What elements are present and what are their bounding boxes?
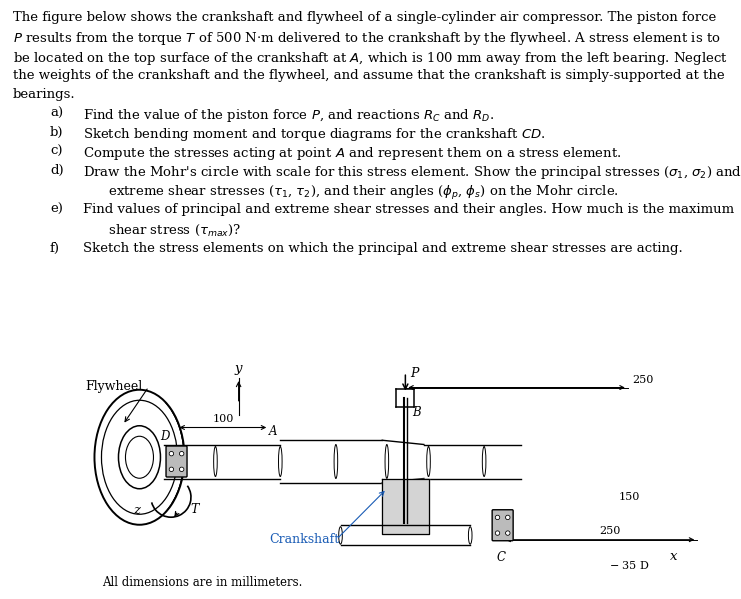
Text: Crankshaft: Crankshaft <box>269 533 339 546</box>
Text: b): b) <box>50 126 64 139</box>
Text: $-$ 35 D: $-$ 35 D <box>609 559 650 571</box>
Text: D: D <box>160 430 169 443</box>
Circle shape <box>506 531 510 535</box>
Text: x: x <box>671 550 678 563</box>
Text: Find the value of the piston force $P$, and reactions $R_C$ and $R_D$.: Find the value of the piston force $P$, … <box>83 107 494 123</box>
Text: the weights of the crankshaft and the flywheel, and assume that the crankshaft i: the weights of the crankshaft and the fl… <box>13 69 725 82</box>
Circle shape <box>180 452 184 456</box>
Text: shear stress ($\tau_{max}$)?: shear stress ($\tau_{max}$)? <box>83 222 242 237</box>
Text: The figure below shows the crankshaft and flywheel of a single-cylinder air comp: The figure below shows the crankshaft an… <box>13 11 717 24</box>
Text: Draw the Mohr's circle with scale for this stress element. Show the principal st: Draw the Mohr's circle with scale for th… <box>83 164 741 181</box>
Text: z: z <box>133 504 140 518</box>
Circle shape <box>170 467 173 471</box>
Polygon shape <box>382 479 428 534</box>
Text: Sketch the stress elements on which the principal and extreme shear stresses are: Sketch the stress elements on which the … <box>83 241 682 255</box>
Circle shape <box>170 453 173 455</box>
Circle shape <box>170 452 173 456</box>
Text: f): f) <box>50 241 60 255</box>
Text: 250: 250 <box>599 526 621 536</box>
Text: 150: 150 <box>619 492 639 502</box>
Text: 250: 250 <box>633 374 654 385</box>
Text: extreme shear stresses ($\tau_1$, $\tau_2$), and their angles ($\phi_p$, $\phi_s: extreme shear stresses ($\tau_1$, $\tau_… <box>83 184 619 202</box>
Text: A: A <box>269 425 277 438</box>
Text: P: P <box>410 367 419 380</box>
Text: B: B <box>412 406 420 419</box>
Circle shape <box>496 516 499 519</box>
Circle shape <box>180 467 184 471</box>
Text: 100: 100 <box>212 413 233 423</box>
Text: Sketch bending moment and torque diagrams for the crankshaft $CD$.: Sketch bending moment and torque diagram… <box>83 126 545 143</box>
Text: T: T <box>191 503 199 516</box>
Circle shape <box>496 531 499 535</box>
Circle shape <box>507 516 509 519</box>
Text: e): e) <box>50 203 63 216</box>
Text: All dimensions are in millimeters.: All dimensions are in millimeters. <box>102 576 303 589</box>
Text: c): c) <box>50 145 62 158</box>
Text: y: y <box>235 362 242 375</box>
Circle shape <box>170 468 173 470</box>
FancyBboxPatch shape <box>492 510 514 541</box>
FancyBboxPatch shape <box>166 446 187 477</box>
Circle shape <box>507 532 509 534</box>
Text: Compute the stresses acting at point $A$ and represent them on a stress element.: Compute the stresses acting at point $A$… <box>83 145 622 162</box>
Circle shape <box>506 516 510 519</box>
Text: bearings.: bearings. <box>13 88 76 101</box>
Circle shape <box>181 468 183 470</box>
Text: be located on the top surface of the crankshaft at $A$, which is 100 mm away fro: be located on the top surface of the cra… <box>13 50 728 66</box>
Circle shape <box>496 532 499 534</box>
Text: $P$ results from the torque $T$ of 500 N$\cdot$m delivered to the crankshaft by : $P$ results from the torque $T$ of 500 N… <box>13 31 721 47</box>
Text: Find values of principal and extreme shear stresses and their angles. How much i: Find values of principal and extreme she… <box>83 203 734 216</box>
Text: d): d) <box>50 164 64 177</box>
Text: Flywheel: Flywheel <box>86 380 143 393</box>
Text: a): a) <box>50 107 63 119</box>
Circle shape <box>181 453 183 455</box>
Text: C: C <box>496 550 505 564</box>
Circle shape <box>496 516 499 519</box>
